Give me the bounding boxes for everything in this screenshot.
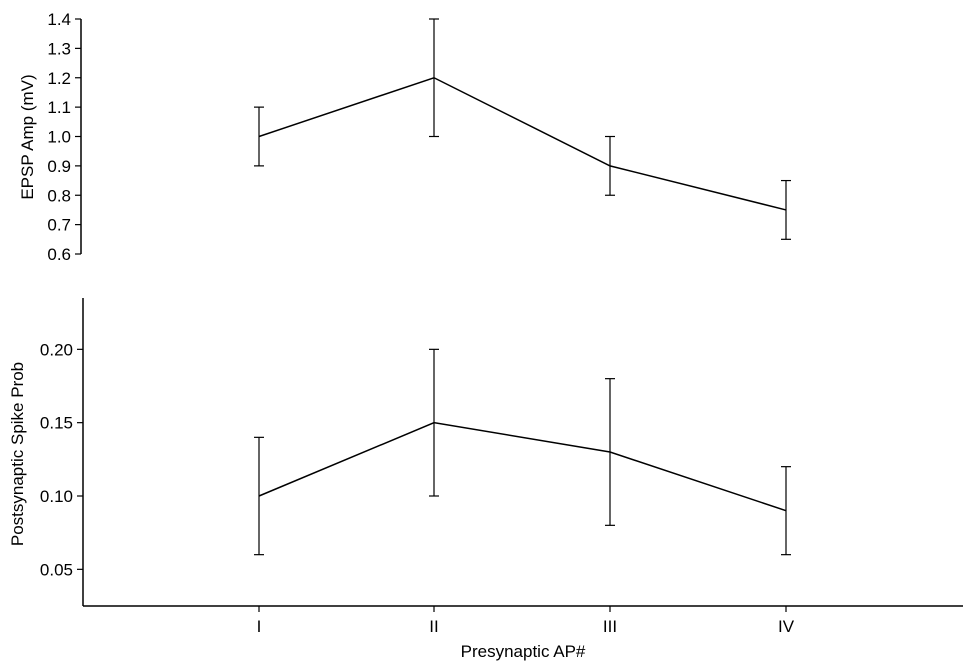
y-tick-label: 1.0 <box>47 128 71 147</box>
series-line <box>258 76 787 211</box>
series-line <box>258 421 787 512</box>
y-tick-label: 1.4 <box>47 10 71 29</box>
x-tick-label: I <box>257 617 262 636</box>
y-tick-label: 0.20 <box>40 340 73 359</box>
y-tick-label: 1.3 <box>47 39 71 58</box>
y-tick-label: 1.1 <box>47 98 71 117</box>
y-tick-label: 0.10 <box>40 487 73 506</box>
y-tick-label: 0.7 <box>47 216 71 235</box>
y-tick-label: 0.15 <box>40 414 73 433</box>
top-panel: 0.6 0.7 0.8 0.9 1.0 1.1 1.2 1.3 1.4 EPSP Amp (mV) <box>18 10 791 264</box>
x-tick-label: II <box>429 617 438 636</box>
y-tick-label: 0.8 <box>47 186 71 205</box>
y-tick-label: 1.2 <box>47 69 71 88</box>
y-tick-label: 0.9 <box>47 157 71 176</box>
y-axis-title: EPSP Amp (mV) <box>18 74 37 199</box>
y-tick-label: 0.05 <box>40 560 73 579</box>
y-tick-label: 0.6 <box>47 245 71 264</box>
bottom-panel: 0.05 0.10 0.15 0.20 Postsynaptic Spike Prob I… <box>8 298 963 661</box>
x-tick-label: IV <box>778 617 795 636</box>
x-axis-title: Presynaptic AP# <box>461 642 586 661</box>
y-axis-title: Postsynaptic Spike Prob <box>8 362 27 546</box>
x-tick-label: III <box>603 617 617 636</box>
